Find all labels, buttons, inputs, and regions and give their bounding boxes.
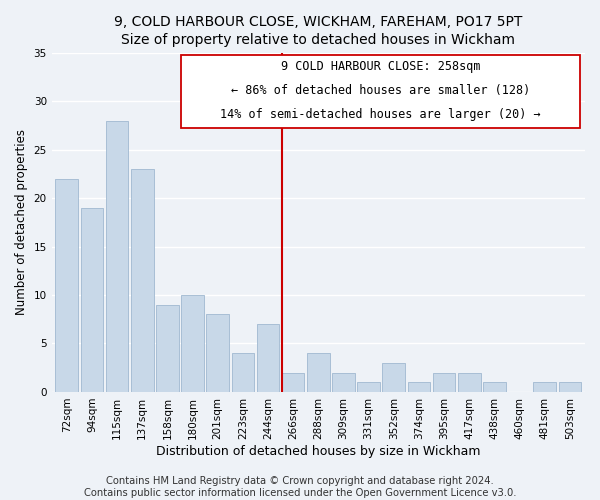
Bar: [257, 324, 280, 392]
Bar: [232, 353, 254, 392]
Bar: [80, 208, 103, 392]
Bar: [206, 314, 229, 392]
Bar: [131, 169, 154, 392]
Bar: [433, 372, 455, 392]
Y-axis label: Number of detached properties: Number of detached properties: [15, 130, 28, 316]
Text: 14% of semi-detached houses are larger (20) →: 14% of semi-detached houses are larger (…: [220, 108, 541, 121]
FancyBboxPatch shape: [181, 54, 580, 128]
Bar: [407, 382, 430, 392]
Bar: [483, 382, 506, 392]
Bar: [106, 120, 128, 392]
Bar: [382, 363, 405, 392]
Bar: [55, 178, 78, 392]
X-axis label: Distribution of detached houses by size in Wickham: Distribution of detached houses by size …: [156, 444, 481, 458]
Bar: [358, 382, 380, 392]
Bar: [307, 353, 329, 392]
Bar: [156, 304, 179, 392]
Bar: [282, 372, 304, 392]
Bar: [533, 382, 556, 392]
Text: 9 COLD HARBOUR CLOSE: 258sqm: 9 COLD HARBOUR CLOSE: 258sqm: [281, 60, 481, 72]
Bar: [332, 372, 355, 392]
Text: ← 86% of detached houses are smaller (128): ← 86% of detached houses are smaller (12…: [231, 84, 530, 96]
Bar: [559, 382, 581, 392]
Bar: [458, 372, 481, 392]
Text: Contains HM Land Registry data © Crown copyright and database right 2024.
Contai: Contains HM Land Registry data © Crown c…: [84, 476, 516, 498]
Bar: [181, 295, 204, 392]
Title: 9, COLD HARBOUR CLOSE, WICKHAM, FAREHAM, PO17 5PT
Size of property relative to d: 9, COLD HARBOUR CLOSE, WICKHAM, FAREHAM,…: [114, 15, 523, 48]
